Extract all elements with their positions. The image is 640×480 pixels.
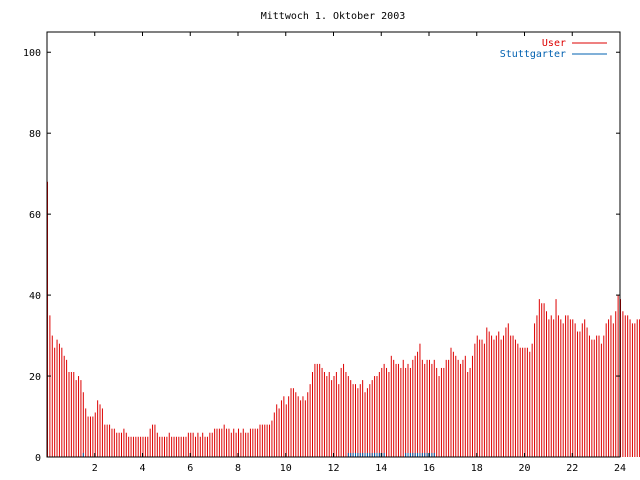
legend-label-user: User (542, 38, 566, 49)
x-tick-label: 12 (327, 463, 339, 474)
x-tick-label: 8 (235, 463, 241, 474)
y-tick-label: 20 (29, 372, 41, 383)
x-tick-label: 20 (518, 463, 530, 474)
y-tick-label: 0 (35, 453, 41, 464)
legend-label-stuttgarter: Stuttgarter (500, 49, 566, 60)
stuttgarter-series (82, 452, 435, 457)
legend: User Stuttgarter (500, 38, 607, 60)
x-tick-label: 22 (566, 463, 578, 474)
x-tick-label: 10 (280, 463, 292, 474)
x-tick-label: 4 (139, 463, 145, 474)
x-tick-label: 14 (375, 463, 387, 474)
x-tick-label: 24 (614, 463, 626, 474)
y-tick-label: 80 (29, 129, 41, 140)
y-tick-label: 60 (29, 210, 41, 221)
user-series (47, 181, 640, 457)
x-tick-label: 18 (471, 463, 483, 474)
x-axis: 2 4 6 8 10 12 14 16 18 20 22 24 (92, 32, 626, 474)
y-tick-label: 40 (29, 291, 41, 302)
x-tick-label: 16 (423, 463, 435, 474)
x-tick-label: 2 (92, 463, 98, 474)
y-axis: 0 20 40 60 80 100 (23, 48, 620, 464)
chart-title: Mittwoch 1. Oktober 2003 (261, 11, 406, 22)
y-tick-label: 100 (23, 48, 41, 59)
x-tick-label: 6 (187, 463, 193, 474)
